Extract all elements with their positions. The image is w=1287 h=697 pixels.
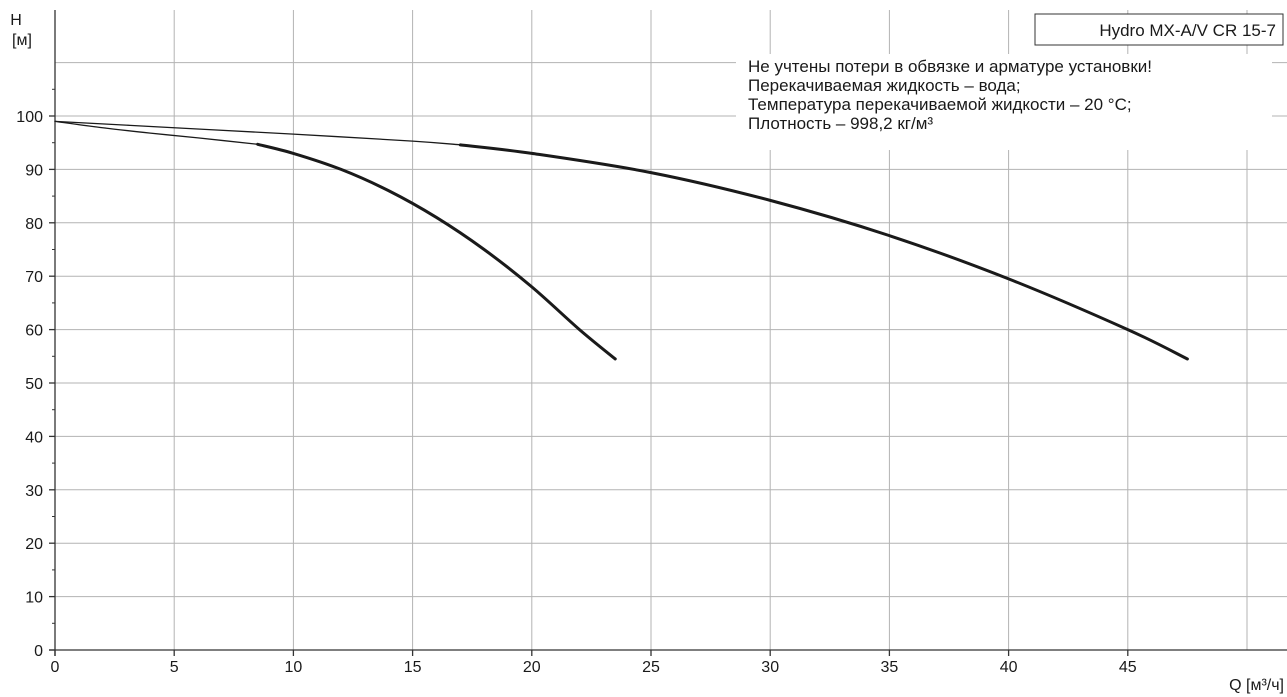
note-line: Перекачиваемая жидкость – вода; — [748, 76, 1021, 95]
x-tick-label: 35 — [881, 659, 899, 676]
tick-labels: 0 10 20 30 40 50 60 70 80 90 100 0 5 10 15 20 25 30 35 40 45 — [16, 109, 1137, 676]
y-tick-label: 80 — [25, 216, 43, 233]
y-tick-label: 30 — [25, 483, 43, 500]
y-axis-label-symbol: H — [10, 12, 22, 29]
x-tick-label: 20 — [523, 659, 541, 676]
x-tick-label: 40 — [1000, 659, 1018, 676]
y-tick-label: 10 — [25, 590, 43, 607]
x-tick-label: 15 — [404, 659, 422, 676]
title-box-border — [1034, 13, 1284, 46]
curve-series-3 — [458, 143, 1189, 361]
y-tick-label: 90 — [25, 162, 43, 179]
curve-series-2 — [54, 120, 461, 146]
y-tick-label: 50 — [25, 376, 43, 393]
x-tick-label: 25 — [642, 659, 660, 676]
y-tick-label: 60 — [25, 323, 43, 340]
x-tick-label: 5 — [170, 659, 179, 676]
y-tick-label: 100 — [16, 109, 43, 126]
note-line: Плотность – 998,2 кг/м³ — [748, 114, 933, 133]
curve-series-1 — [256, 142, 617, 361]
notes-background — [736, 54, 1272, 150]
note-line: Не учтены потери в обвязке и арматуре ус… — [748, 57, 1152, 76]
y-tick-label: 0 — [34, 643, 43, 660]
note-line: Температура перекачиваемой жидкости – 20… — [748, 95, 1132, 114]
x-tick-label: 10 — [285, 659, 303, 676]
x-tick-label: 45 — [1119, 659, 1137, 676]
series-layer — [54, 120, 1189, 361]
y-axis-label-unit: [м] — [12, 32, 32, 49]
y-tick-label: 70 — [25, 269, 43, 286]
x-axis-label: Q [м³/ч] — [1229, 677, 1284, 694]
curve-series-0 — [54, 120, 259, 145]
y-tick-label: 20 — [25, 536, 43, 553]
notes-block: Не учтены потери в обвязке и арматуре ус… — [736, 54, 1272, 150]
x-tick-label: 30 — [761, 659, 779, 676]
x-tick-label: 0 — [51, 659, 60, 676]
chart-title: Hydro MX-A/V CR 15-7 — [1099, 21, 1276, 40]
y-tick-label: 40 — [25, 429, 43, 446]
title-box: Hydro MX-A/V CR 15-7 — [1034, 13, 1284, 46]
